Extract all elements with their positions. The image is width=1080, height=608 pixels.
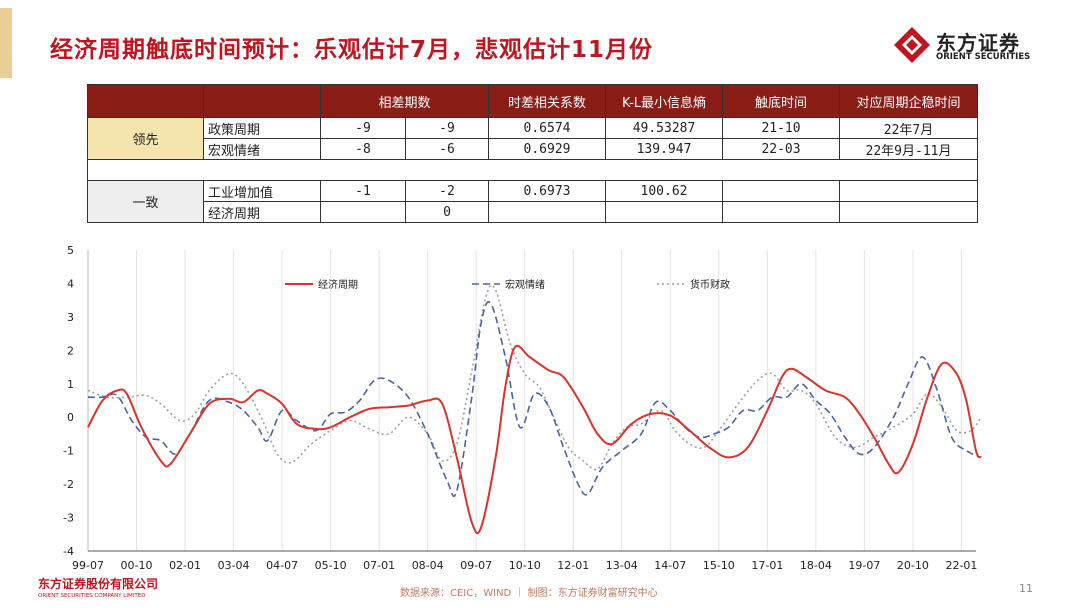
x-tick-label: 13-04 [606, 559, 638, 572]
x-tick-label: 19-07 [848, 559, 880, 572]
corr: 0.6973 [488, 180, 607, 202]
bottom-time [722, 201, 841, 223]
legend-label: 经济周期 [318, 278, 358, 291]
x-tick-label: 22-01 [945, 559, 977, 572]
row-name: 工业增加值 [203, 180, 321, 202]
corr: 0.6929 [488, 138, 607, 160]
stable-time: 22年7月 [839, 117, 979, 139]
x-tick-label: 03-04 [218, 559, 250, 572]
table-row: 领先 政策周期 -9 -9 0.6574 49.53287 21-10 22年7… [87, 117, 979, 160]
header-kl: K-L最小信息熵 [605, 84, 724, 118]
x-tick-label: 09-07 [460, 559, 492, 572]
logo-text-en: ORIENT SECURITIES [936, 52, 1031, 62]
y-tick-label: 5 [67, 244, 74, 257]
lead-lag-table: 相差期数 时差相关系数 K-L最小信息熵 触底时间 对应周期企稳时间 领先 政策… [86, 84, 979, 223]
lag-a [320, 201, 406, 223]
row-name: 宏观情绪 [203, 138, 321, 160]
table-row: 一致 工业增加值 -1 -2 0.6973 100.62 [87, 180, 979, 223]
x-tick-label: 04-07 [266, 559, 298, 572]
y-tick-label: 0 [67, 411, 74, 424]
x-tick-label: 02-01 [169, 559, 201, 572]
bottom-time: 21-10 [722, 117, 841, 139]
bottom-time [722, 180, 841, 202]
header-lag-periods: 相差期数 [319, 84, 490, 118]
kl: 49.53287 [605, 117, 724, 139]
table-header-row: 相差期数 时差相关系数 K-L最小信息熵 触底时间 对应周期企稳时间 [87, 84, 979, 118]
stable-time [839, 201, 979, 223]
series-line-2 [87, 284, 982, 471]
lag-a: -1 [320, 180, 406, 202]
series-line-0 [87, 344, 982, 535]
header-stable-time: 对应周期企稳时间 [839, 84, 979, 118]
y-tick-label: -3 [63, 512, 74, 525]
table-spacer-row [86, 159, 979, 181]
x-tick-label: 08-04 [412, 559, 444, 572]
kl: 139.947 [605, 138, 724, 160]
x-tick-label: 00-10 [121, 559, 153, 572]
footer-company-en: ORIENT SECURITIES COMPANY LIMITED [38, 593, 146, 599]
kl [605, 201, 724, 223]
y-tick-label: 2 [67, 344, 74, 357]
footer-company-cn: 东方证券股份有限公司 [38, 577, 159, 591]
group-label-leading: 领先 [87, 117, 204, 160]
lag-b: -9 [404, 117, 490, 139]
x-tick-label: 15-10 [703, 559, 735, 572]
cycle-line-chart: -4 -3 -2 -1 0 1 2 3 4 5 99-07 00-10 02-01 03-04 04-07 0… [63, 244, 982, 572]
lag-b: -6 [404, 138, 490, 160]
y-tick-label: -4 [63, 545, 74, 558]
lag-a: -9 [320, 117, 406, 139]
kl: 100.62 [605, 180, 724, 202]
corr [488, 201, 607, 223]
y-tick-label: 4 [67, 277, 74, 290]
x-tick-label: 18-04 [800, 559, 832, 572]
legend-label: 货币财政 [690, 278, 730, 291]
stable-time [839, 180, 979, 202]
lag-b: 0 [404, 201, 490, 223]
header-indicator [203, 84, 321, 118]
page-title: 经济周期触底时间预计：乐观估计7月，悲观估计11月份 [50, 37, 654, 63]
lag-a: -8 [320, 138, 406, 160]
table-row: 宏观情绪 -8 -6 0.6929 139.947 22-03 22年9月-11… [88, 138, 979, 160]
company-logo: 东方证券 ORIENT SECURITIES [892, 25, 1042, 67]
row-name: 经济周期 [203, 201, 321, 223]
stable-time: 22年9月-11月 [839, 138, 979, 160]
y-tick-label: -1 [63, 445, 74, 458]
lag-b: -2 [404, 180, 490, 202]
y-tick-label: -2 [63, 478, 74, 491]
group-label-coincident: 一致 [87, 180, 204, 223]
row-name: 政策周期 [203, 117, 321, 139]
x-tick-label: 14-07 [654, 559, 686, 572]
legend-label: 宏观情绪 [505, 278, 545, 291]
header-bottom-time: 触底时间 [722, 84, 841, 118]
y-tick-label: 1 [67, 378, 74, 391]
corr: 0.6574 [488, 117, 607, 139]
series-line-1 [87, 301, 982, 498]
header-group [87, 84, 204, 118]
table-row: 经济周期 0 [88, 201, 979, 223]
bottom-time: 22-03 [722, 138, 841, 160]
x-tick-label: 99-07 [72, 559, 104, 572]
page-number: 11 [1019, 582, 1033, 595]
side-accent-bar [0, 8, 12, 78]
x-tick-label: 12-01 [557, 559, 589, 572]
x-tick-label: 17-01 [751, 559, 783, 572]
header-correlation: 时差相关系数 [488, 84, 607, 118]
data-source-note: 数据来源：CEIC，WIND ｜ 制图：东方证券财富研究中心 [400, 588, 658, 599]
x-tick-label: 20-10 [897, 559, 929, 572]
x-tick-label: 10-10 [509, 559, 541, 572]
x-tick-label: 05-10 [315, 559, 347, 572]
logo-mark-icon [894, 27, 930, 63]
x-tick-label: 07-01 [363, 559, 395, 572]
footer-company: 东方证券股份有限公司 ORIENT SECURITIES COMPANY LIM… [38, 575, 158, 599]
logo-text-cn: 东方证券 [936, 31, 1020, 55]
y-tick-label: 3 [67, 311, 74, 324]
